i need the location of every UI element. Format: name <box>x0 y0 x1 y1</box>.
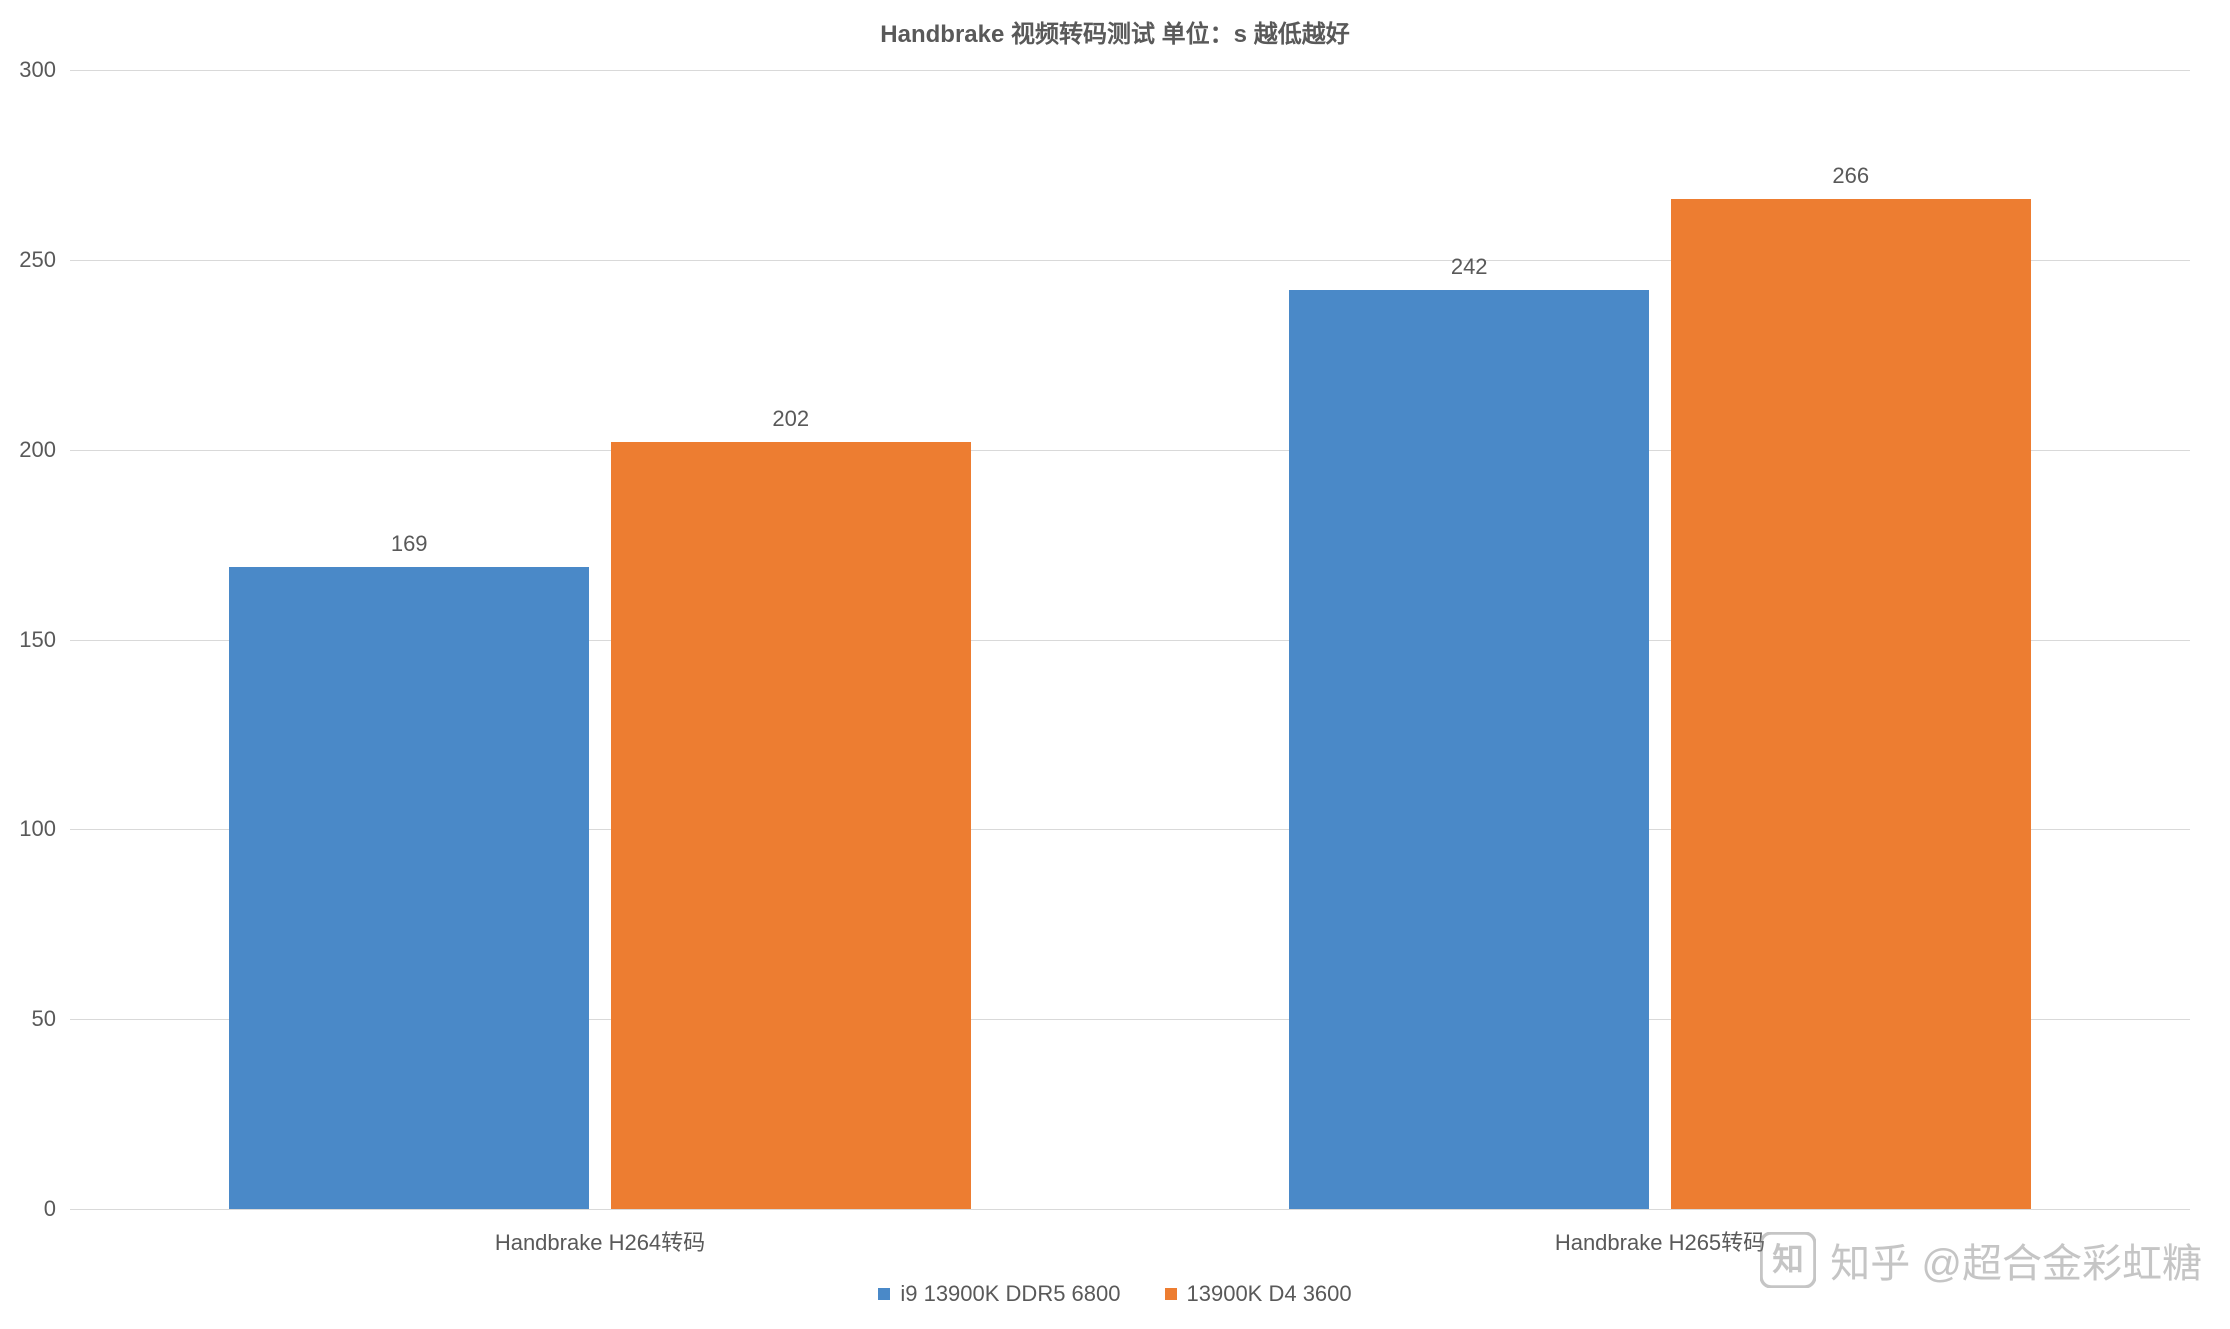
bar-group: 169202Handbrake H264转码 <box>229 70 971 1209</box>
legend-label: 13900K D4 3600 <box>1187 1281 1352 1307</box>
y-tick-label: 0 <box>44 1196 70 1222</box>
bar-group: 242266Handbrake H265转码 <box>1289 70 2031 1209</box>
legend-swatch <box>1165 1288 1177 1300</box>
bar: 169 <box>229 567 589 1209</box>
bar-value-label: 202 <box>772 406 809 442</box>
bar-value-label: 169 <box>391 531 428 567</box>
y-tick-label: 150 <box>19 627 70 653</box>
y-tick-label: 300 <box>19 57 70 83</box>
bar: 266 <box>1671 199 2031 1209</box>
legend-item: i9 13900K DDR5 6800 <box>878 1281 1120 1307</box>
y-tick-label: 200 <box>19 437 70 463</box>
y-tick-label: 250 <box>19 247 70 273</box>
svg-text:知: 知 <box>1773 1242 1804 1277</box>
chart-title: Handbrake 视频转码测试 单位：s 越低越好 <box>0 14 2230 49</box>
y-tick-label: 100 <box>19 816 70 842</box>
legend-label: i9 13900K DDR5 6800 <box>900 1281 1120 1307</box>
bar: 242 <box>1289 290 1649 1209</box>
x-category-label: Handbrake H265转码 <box>1555 1209 1765 1257</box>
bar-value-label: 266 <box>1832 163 1869 199</box>
bar-value-label: 242 <box>1451 254 1488 290</box>
legend-swatch <box>878 1288 890 1300</box>
chart-container: Handbrake 视频转码测试 单位：s 越低越好 0501001502002… <box>0 0 2230 1329</box>
x-category-label: Handbrake H264转码 <box>495 1209 705 1257</box>
legend: i9 13900K DDR5 6800 13900K D4 3600 <box>0 1280 2230 1307</box>
legend-item: 13900K D4 3600 <box>1165 1281 1352 1307</box>
plot-area: 050100150200250300169202Handbrake H264转码… <box>70 70 2190 1209</box>
gridline <box>70 1209 2190 1210</box>
y-tick-label: 50 <box>32 1006 70 1032</box>
bar: 202 <box>611 442 971 1209</box>
